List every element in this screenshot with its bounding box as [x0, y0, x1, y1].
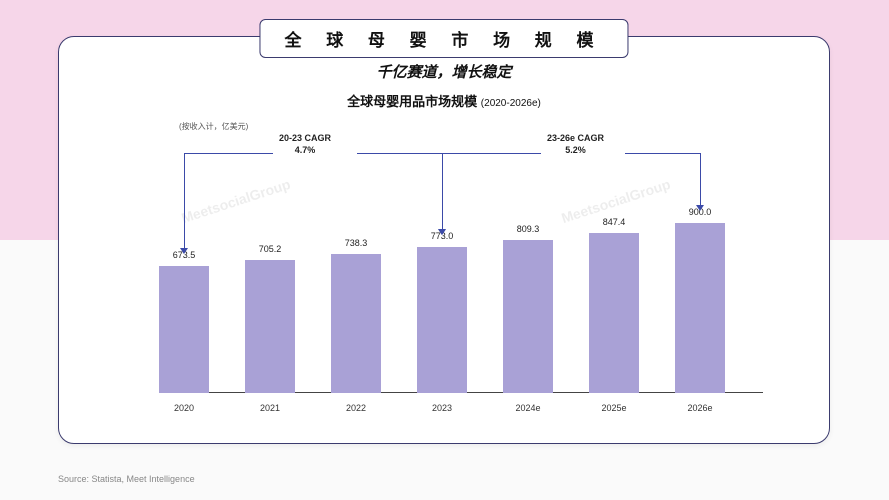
bar-slot: 738.3	[331, 254, 381, 393]
unit-note: (按收入计，亿美元)	[179, 121, 248, 132]
bar	[417, 247, 467, 393]
bar	[589, 233, 639, 393]
cagr-arrow-segment	[357, 153, 442, 154]
watermark-left: MeetsocialGroup	[179, 176, 292, 226]
x-axis-label: 2024e	[503, 403, 553, 413]
cagr-arrow-segment	[442, 153, 443, 229]
bar-chart: MeetsocialGroup MeetsocialGroup 673.5202…	[159, 133, 763, 417]
subtitle: 千亿赛道，增长稳定	[59, 61, 829, 82]
bar	[503, 240, 553, 393]
bar	[675, 223, 725, 393]
cagr-arrow-segment	[184, 153, 273, 154]
chart-title: 全球母婴用品市场规模 (2020-2026e)	[59, 91, 829, 110]
bar	[159, 266, 209, 393]
arrow-down-icon	[180, 248, 188, 254]
content-panel: 全 球 母 婴 市 场 规 模 千亿赛道，增长稳定 全球母婴用品市场规模 (20…	[58, 36, 830, 444]
cagr-annotation: 20-23 CAGR4.7%	[279, 133, 331, 156]
cagr-annotation: 23-26e CAGR5.2%	[547, 133, 604, 156]
cagr-arrow-segment	[625, 153, 700, 154]
bar-slot: 847.4	[589, 233, 639, 393]
x-axis-label: 2020	[159, 403, 209, 413]
bar-value-label: 705.2	[245, 244, 295, 254]
bar-slot: 900.0	[675, 223, 725, 393]
arrow-down-icon	[696, 205, 704, 211]
x-axis-label: 2026e	[675, 403, 725, 413]
cagr-arrow-segment	[442, 153, 541, 154]
x-axis-label: 2022	[331, 403, 381, 413]
x-axis-label: 2025e	[589, 403, 639, 413]
bar-slot: 773.0	[417, 247, 467, 393]
chart-title-range: (2020-2026e)	[481, 98, 541, 109]
cagr-arrow-segment	[184, 153, 185, 248]
source-line: Source: Statista, Meet Intelligence	[58, 474, 195, 484]
bar-slot: 673.5	[159, 266, 209, 393]
bar-value-label: 847.4	[589, 217, 639, 227]
arrow-down-icon	[438, 229, 446, 235]
bar-value-label: 738.3	[331, 238, 381, 248]
x-axis-label: 2023	[417, 403, 467, 413]
bar-slot: 705.2	[245, 260, 295, 393]
bar	[331, 254, 381, 393]
x-axis-label: 2021	[245, 403, 295, 413]
bar-slot: 809.3	[503, 240, 553, 393]
page-title: 全 球 母 婴 市 场 规 模	[259, 19, 628, 58]
cagr-arrow-segment	[700, 153, 701, 205]
chart-title-main: 全球母婴用品市场规模	[347, 94, 477, 109]
bar	[245, 260, 295, 393]
bar-value-label: 809.3	[503, 224, 553, 234]
